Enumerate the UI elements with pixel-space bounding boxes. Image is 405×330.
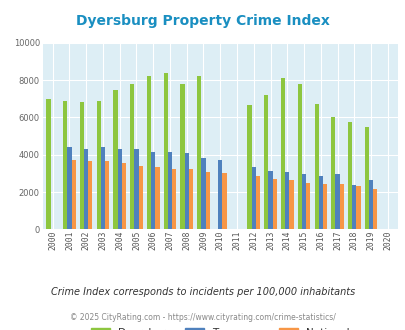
Bar	[96, 101, 100, 229]
Bar	[63, 101, 67, 229]
Bar	[356, 185, 360, 229]
Bar	[272, 179, 276, 229]
Bar	[247, 105, 251, 229]
Bar	[122, 163, 126, 229]
Bar	[188, 169, 192, 229]
Bar	[255, 176, 260, 229]
Bar	[372, 189, 376, 229]
Bar	[264, 95, 268, 229]
Text: Crime Index corresponds to incidents per 100,000 inhabitants: Crime Index corresponds to incidents per…	[51, 287, 354, 297]
Bar	[205, 173, 209, 229]
Bar	[201, 158, 205, 229]
Text: © 2025 CityRating.com - https://www.cityrating.com/crime-statistics/: © 2025 CityRating.com - https://www.city…	[70, 313, 335, 322]
Bar	[138, 166, 143, 229]
Bar	[297, 84, 301, 229]
Bar	[314, 104, 318, 229]
Bar	[280, 78, 284, 229]
Bar	[105, 161, 109, 229]
Bar	[330, 117, 335, 229]
Bar	[318, 176, 322, 229]
Bar	[352, 184, 356, 229]
Bar	[172, 169, 176, 229]
Bar	[339, 184, 343, 229]
Bar	[305, 183, 309, 229]
Bar	[113, 89, 117, 229]
Bar	[88, 161, 92, 229]
Bar	[151, 152, 155, 229]
Bar	[84, 149, 88, 229]
Bar	[180, 84, 184, 229]
Bar	[168, 152, 172, 229]
Bar	[197, 77, 201, 229]
Bar	[289, 180, 293, 229]
Bar	[364, 127, 368, 229]
Bar	[217, 160, 222, 229]
Bar	[322, 184, 326, 229]
Bar	[222, 174, 226, 229]
Bar	[130, 84, 134, 229]
Bar	[100, 147, 105, 229]
Bar	[347, 122, 352, 229]
Bar	[71, 160, 76, 229]
Bar	[184, 153, 188, 229]
Bar	[80, 102, 84, 229]
Bar	[368, 180, 372, 229]
Bar	[67, 147, 71, 229]
Bar	[117, 149, 121, 229]
Bar	[251, 167, 255, 229]
Bar	[301, 174, 305, 229]
Bar	[147, 76, 151, 229]
Bar	[284, 172, 289, 229]
Bar	[46, 99, 51, 229]
Legend: Dyersburg, Tennessee, National: Dyersburg, Tennessee, National	[87, 324, 353, 330]
Bar	[134, 149, 138, 229]
Text: Dyersburg Property Crime Index: Dyersburg Property Crime Index	[76, 15, 329, 28]
Bar	[163, 73, 168, 229]
Bar	[268, 171, 272, 229]
Bar	[155, 167, 159, 229]
Bar	[335, 174, 339, 229]
